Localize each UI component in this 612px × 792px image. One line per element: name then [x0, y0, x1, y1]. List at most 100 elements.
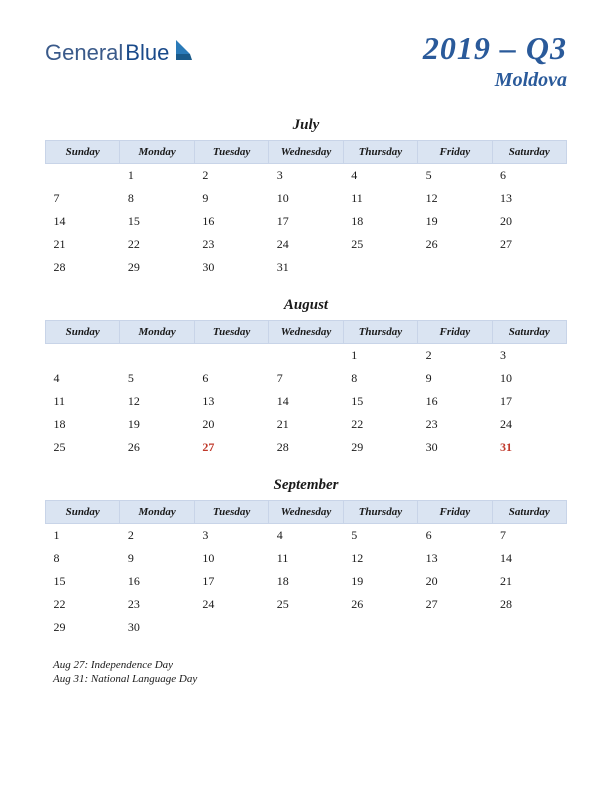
calendar-day-cell: 6 — [194, 367, 268, 390]
day-header: Thursday — [343, 321, 417, 344]
calendar-day-cell: 11 — [269, 547, 343, 570]
logo: General Blue — [45, 38, 194, 67]
calendar-day-cell: 20 — [492, 210, 566, 233]
calendar-day-cell: 29 — [120, 256, 194, 279]
calendar-day-cell: 23 — [194, 233, 268, 256]
months-container: JulySundayMondayTuesdayWednesdayThursday… — [45, 117, 567, 639]
calendar-day-cell: 27 — [194, 436, 268, 459]
calendar-day-cell: 11 — [46, 390, 120, 413]
calendar-day-cell: 28 — [492, 593, 566, 616]
calendar-day-cell: 26 — [120, 436, 194, 459]
calendar-day-cell: 26 — [343, 593, 417, 616]
calendar-day-cell: 3 — [492, 344, 566, 368]
calendar-day-cell: 13 — [194, 390, 268, 413]
calendar-day-cell: 15 — [343, 390, 417, 413]
calendar-day-cell: 8 — [120, 187, 194, 210]
logo-sail-icon — [174, 38, 194, 67]
calendar-header-row: SundayMondayTuesdayWednesdayThursdayFrid… — [46, 501, 567, 524]
calendar-table: SundayMondayTuesdayWednesdayThursdayFrid… — [45, 320, 567, 459]
calendar-day-cell: 11 — [343, 187, 417, 210]
calendar-week-row: 78910111213 — [46, 187, 567, 210]
calendar-day-cell: 31 — [492, 436, 566, 459]
calendar-day-cell: 17 — [269, 210, 343, 233]
calendar-day-cell: 17 — [492, 390, 566, 413]
calendar-day-cell: 7 — [46, 187, 120, 210]
calendar-day-cell: 12 — [418, 187, 492, 210]
calendar-day-cell — [492, 616, 566, 639]
calendar-day-cell: 2 — [418, 344, 492, 368]
day-header: Wednesday — [269, 501, 343, 524]
calendar-day-cell: 14 — [269, 390, 343, 413]
calendar-day-cell: 23 — [418, 413, 492, 436]
day-header: Monday — [120, 501, 194, 524]
calendar-day-cell: 7 — [269, 367, 343, 390]
holiday-entry: Aug 31: National Language Day — [53, 673, 567, 685]
day-header: Friday — [418, 501, 492, 524]
calendar-day-cell: 4 — [343, 164, 417, 188]
day-header: Thursday — [343, 141, 417, 164]
calendar-day-cell: 6 — [418, 524, 492, 548]
day-header: Sunday — [46, 141, 120, 164]
calendar-day-cell: 5 — [120, 367, 194, 390]
calendar-day-cell — [194, 344, 268, 368]
day-header: Monday — [120, 141, 194, 164]
calendar-day-cell: 6 — [492, 164, 566, 188]
title-block: 2019 – Q3 Moldova — [423, 30, 567, 92]
calendar-day-cell: 10 — [269, 187, 343, 210]
calendar-day-cell: 29 — [343, 436, 417, 459]
calendar-week-row: 11121314151617 — [46, 390, 567, 413]
calendar-day-cell: 5 — [343, 524, 417, 548]
day-header: Thursday — [343, 501, 417, 524]
holidays-list: Aug 27: Independence Day Aug 31: National… — [45, 659, 567, 685]
calendar-day-cell: 10 — [492, 367, 566, 390]
calendar-day-cell: 25 — [343, 233, 417, 256]
page-subtitle: Moldova — [423, 69, 567, 92]
calendar-day-cell: 25 — [269, 593, 343, 616]
calendar-week-row: 15161718192021 — [46, 570, 567, 593]
calendar-day-cell: 9 — [418, 367, 492, 390]
calendar-day-cell — [46, 164, 120, 188]
calendar-day-cell: 22 — [46, 593, 120, 616]
calendar-day-cell: 29 — [46, 616, 120, 639]
page-title: 2019 – Q3 — [423, 30, 567, 67]
calendar-day-cell: 22 — [120, 233, 194, 256]
month-block: SeptemberSundayMondayTuesdayWednesdayThu… — [45, 477, 567, 639]
calendar-day-cell — [269, 344, 343, 368]
calendar-day-cell — [120, 344, 194, 368]
calendar-table: SundayMondayTuesdayWednesdayThursdayFrid… — [45, 140, 567, 279]
calendar-header-row: SundayMondayTuesdayWednesdayThursdayFrid… — [46, 141, 567, 164]
calendar-day-cell: 3 — [269, 164, 343, 188]
calendar-day-cell: 16 — [418, 390, 492, 413]
calendar-week-row: 123 — [46, 344, 567, 368]
calendar-day-cell: 2 — [120, 524, 194, 548]
calendar-week-row: 1234567 — [46, 524, 567, 548]
day-header: Sunday — [46, 501, 120, 524]
calendar-week-row: 22232425262728 — [46, 593, 567, 616]
calendar-day-cell: 18 — [343, 210, 417, 233]
calendar-day-cell: 28 — [269, 436, 343, 459]
month-block: AugustSundayMondayTuesdayWednesdayThursd… — [45, 297, 567, 459]
calendar-day-cell — [492, 256, 566, 279]
calendar-day-cell: 9 — [194, 187, 268, 210]
day-header: Saturday — [492, 141, 566, 164]
calendar-day-cell: 4 — [269, 524, 343, 548]
calendar-day-cell: 1 — [343, 344, 417, 368]
calendar-week-row: 21222324252627 — [46, 233, 567, 256]
calendar-day-cell: 16 — [120, 570, 194, 593]
calendar-day-cell: 25 — [46, 436, 120, 459]
calendar-day-cell — [343, 256, 417, 279]
calendar-day-cell: 31 — [269, 256, 343, 279]
calendar-day-cell: 26 — [418, 233, 492, 256]
holiday-entry: Aug 27: Independence Day — [53, 659, 567, 671]
calendar-day-cell — [418, 256, 492, 279]
calendar-day-cell: 8 — [46, 547, 120, 570]
calendar-day-cell: 9 — [120, 547, 194, 570]
calendar-day-cell: 13 — [492, 187, 566, 210]
calendar-day-cell: 18 — [46, 413, 120, 436]
calendar-day-cell — [269, 616, 343, 639]
day-header: Saturday — [492, 321, 566, 344]
logo-text-blue: Blue — [125, 40, 169, 66]
month-block: JulySundayMondayTuesdayWednesdayThursday… — [45, 117, 567, 279]
calendar-day-cell: 19 — [343, 570, 417, 593]
calendar-day-cell: 24 — [492, 413, 566, 436]
